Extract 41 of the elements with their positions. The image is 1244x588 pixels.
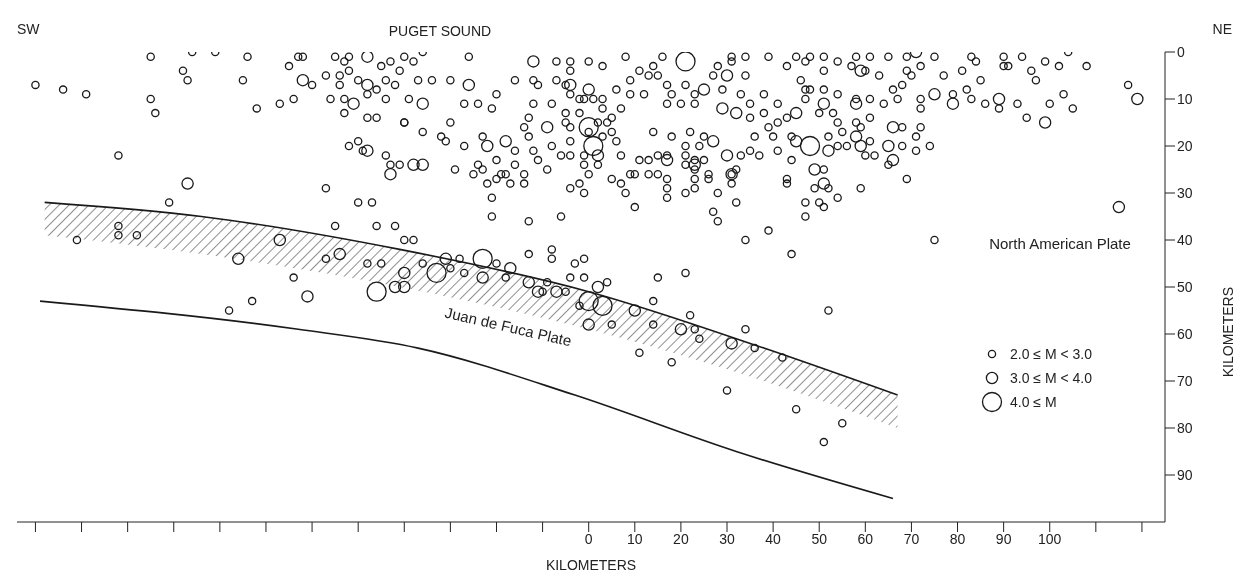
x-tick-label: 80 <box>949 530 966 547</box>
y-tick-label: 10 <box>1177 90 1193 107</box>
x-tick-label: 70 <box>903 530 920 547</box>
text: PUGET SOUND <box>388 22 492 39</box>
point <box>426 262 447 284</box>
x-axis-title: KILOMETERS <box>545 557 637 573</box>
point <box>583 135 604 157</box>
y-tick-label: 50 <box>1177 278 1193 295</box>
x-tick-label: 100 <box>1038 530 1062 547</box>
legend-label: 4.0 ≤ M <box>1010 394 1057 410</box>
y-tick-label: 60 <box>1177 325 1193 342</box>
point <box>578 290 599 312</box>
text: NE <box>1212 20 1232 37</box>
y-axis-title: KILOMETERS <box>1219 287 1236 378</box>
annotation: Juan de Fuca Plate <box>443 303 574 350</box>
y-tick-label: 20 <box>1177 137 1193 154</box>
y-tick-label: 90 <box>1177 466 1193 483</box>
line-series <box>39 300 894 500</box>
text: SW <box>17 20 41 37</box>
x-tick-label: 90 <box>995 530 1012 547</box>
x-tick-label: 50 <box>811 530 828 547</box>
point <box>472 248 493 269</box>
y-tick-label: 80 <box>1177 419 1193 436</box>
x-tick-label: 0 <box>584 530 593 547</box>
x-tick-label: 10 <box>627 530 643 547</box>
x-tick-label: 60 <box>857 530 874 547</box>
point <box>799 135 821 157</box>
point <box>578 117 599 138</box>
x-tick-label: 40 <box>765 530 782 547</box>
y-tick-label: 70 <box>1177 372 1193 389</box>
point <box>592 295 613 316</box>
legend-label: 3.0 ≤ M < 4.0 <box>1010 370 1093 386</box>
point <box>675 52 696 72</box>
y-tick-label: 0 <box>1177 43 1185 60</box>
legend-label: 2.0 ≤ M < 3.0 <box>1010 346 1093 362</box>
x-tick-label: 30 <box>719 530 736 547</box>
y-tick-label: 30 <box>1177 184 1193 201</box>
annotation: North American Plate <box>989 234 1131 252</box>
point <box>366 281 387 302</box>
y-tick-label: 40 <box>1177 231 1193 248</box>
x-tick-label: 20 <box>673 530 689 547</box>
